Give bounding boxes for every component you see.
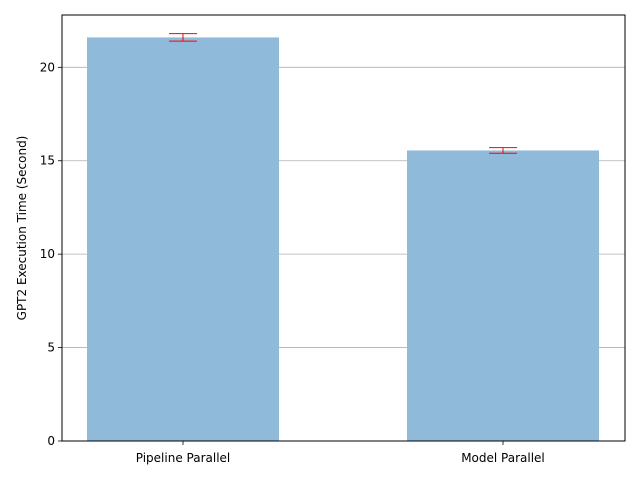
y-tick-label-5: 5 bbox=[47, 341, 55, 355]
bar-model-parallel bbox=[407, 150, 599, 442]
y-tick-label-15: 15 bbox=[40, 154, 55, 168]
y-tick-label-20: 20 bbox=[40, 60, 55, 74]
x-tick-label-pipeline-parallel: Pipeline Parallel bbox=[136, 451, 231, 465]
bars bbox=[87, 37, 599, 442]
x-axis-ticks: Pipeline Parallel Model Parallel bbox=[136, 441, 545, 465]
bar-pipeline-parallel bbox=[87, 37, 279, 441]
x-tick-label-model-parallel: Model Parallel bbox=[461, 451, 545, 465]
y-tick-label-10: 10 bbox=[40, 247, 55, 261]
y-tick-label-0: 0 bbox=[47, 434, 55, 448]
error-bars bbox=[169, 33, 517, 154]
y-axis-label: GPT2 Execution Time (Second) bbox=[15, 136, 29, 321]
y-axis-ticks: 0 5 10 15 20 bbox=[40, 60, 62, 448]
plot-frame bbox=[61, 14, 626, 442]
